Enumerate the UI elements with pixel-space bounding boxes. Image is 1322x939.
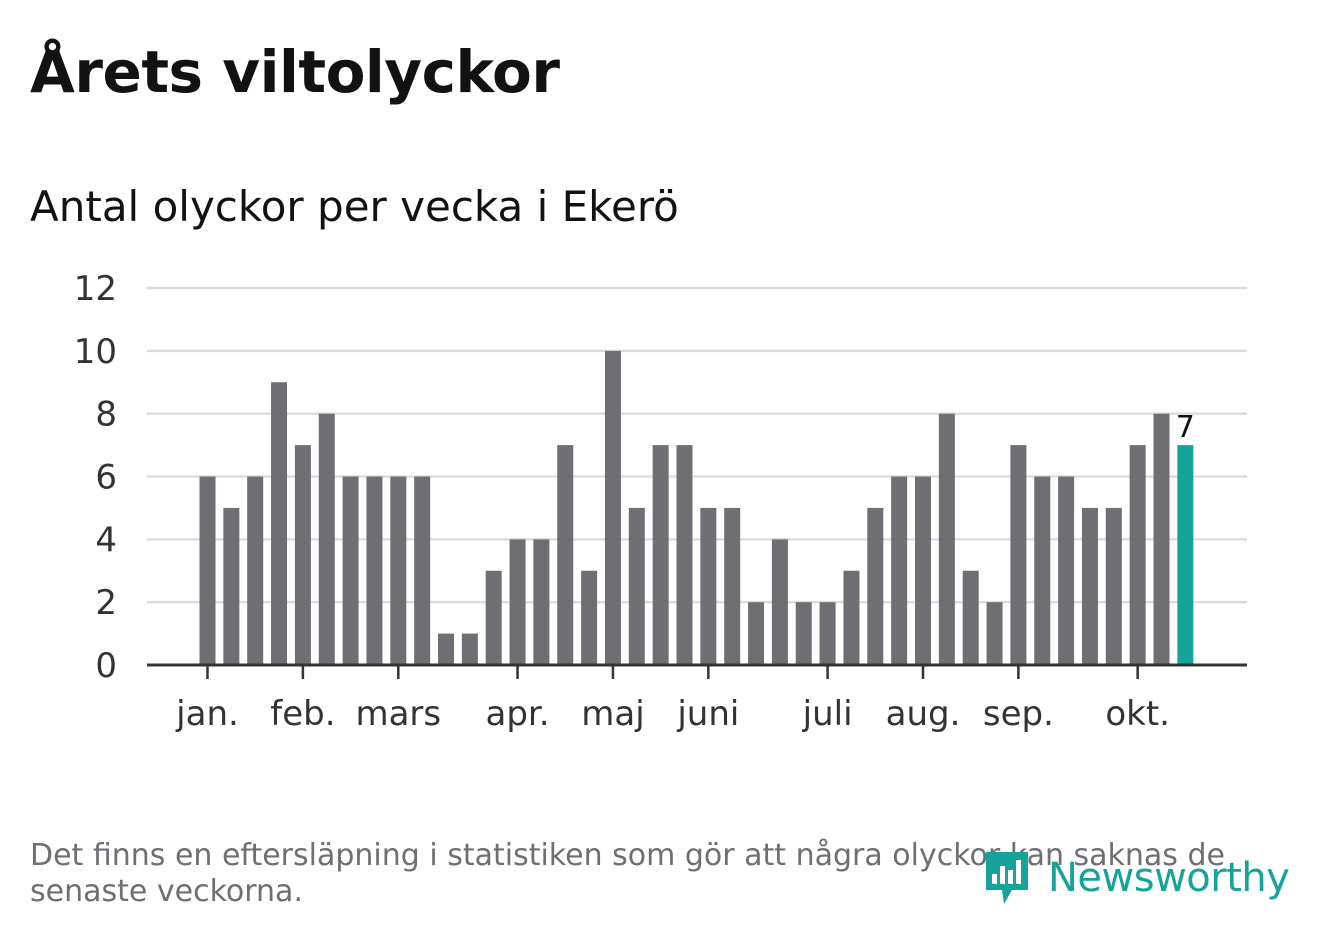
bar <box>461 633 478 665</box>
bar <box>604 350 621 665</box>
y-tick-label: 4 <box>95 520 117 560</box>
bar <box>628 507 645 665</box>
bar <box>771 539 788 665</box>
newsworthy-logo[interactable]: Newsworthy <box>982 848 1290 908</box>
bar <box>1081 507 1098 665</box>
bar <box>843 570 860 665</box>
bar-chart-speech-bubble-icon <box>986 852 1028 904</box>
bar <box>581 570 598 665</box>
x-tick-label: juli <box>802 694 853 734</box>
bar <box>294 445 311 665</box>
y-tick-label: 12 <box>74 269 117 309</box>
bar <box>1010 445 1027 665</box>
bar <box>1153 413 1170 665</box>
x-tick-label: okt. <box>1105 694 1170 734</box>
bar <box>342 476 359 665</box>
bar <box>938 413 955 665</box>
bar <box>891 476 908 665</box>
x-tick-label: feb. <box>270 694 335 734</box>
x-tick-label: maj <box>581 694 644 734</box>
bar <box>533 539 550 665</box>
x-tick-label: aug. <box>886 694 961 734</box>
bar <box>915 476 931 665</box>
bar <box>962 570 979 665</box>
bar <box>366 476 383 665</box>
bar <box>676 445 693 665</box>
bar <box>1105 507 1122 665</box>
highlight-bar <box>1177 445 1194 665</box>
x-tick-label: mars <box>355 694 441 734</box>
bar <box>557 445 574 665</box>
highlight-bar-label: 7 <box>1176 410 1195 445</box>
bar <box>414 476 431 665</box>
x-tick-label: jan. <box>175 694 239 734</box>
x-tick-label: juni <box>676 694 739 734</box>
bar <box>318 413 335 665</box>
y-tick-label: 6 <box>95 458 117 498</box>
bar <box>438 633 454 665</box>
bar <box>509 539 526 665</box>
axes: 0 2 4 6 8 10 12 jan. feb. mars apr. maj juni juli aug.… <box>74 269 1247 734</box>
chart-title: Årets viltolyckor <box>30 38 560 106</box>
bar <box>485 570 502 665</box>
logo-text: Newsworthy <box>1048 855 1290 901</box>
bar <box>223 507 240 665</box>
bar <box>247 476 264 665</box>
y-tick-label: 0 <box>95 646 117 686</box>
y-tick-label: 10 <box>74 332 117 372</box>
bar <box>271 382 288 665</box>
bar <box>724 507 741 665</box>
bars: 7 <box>199 350 1195 665</box>
bar <box>700 507 717 665</box>
x-tick-label: sep. <box>983 694 1054 734</box>
bar <box>1034 476 1051 665</box>
bar <box>390 476 407 665</box>
bar <box>199 476 216 665</box>
bar <box>748 602 765 665</box>
y-tick-label: 8 <box>95 395 117 435</box>
bar <box>652 445 669 665</box>
chart-subtitle: Antal olyckor per vecka i Ekerö <box>30 182 679 231</box>
x-tick-label: apr. <box>486 694 550 734</box>
bar <box>867 507 884 665</box>
bar <box>1058 476 1075 665</box>
bar <box>1129 445 1146 665</box>
y-tick-label: 2 <box>95 583 117 623</box>
bar-chart: 7 0 2 4 6 8 10 12 jan. feb. mars apr. maj juni juli au… <box>74 269 1247 734</box>
bar <box>795 602 812 665</box>
bar <box>986 602 1003 665</box>
bar <box>819 602 836 665</box>
